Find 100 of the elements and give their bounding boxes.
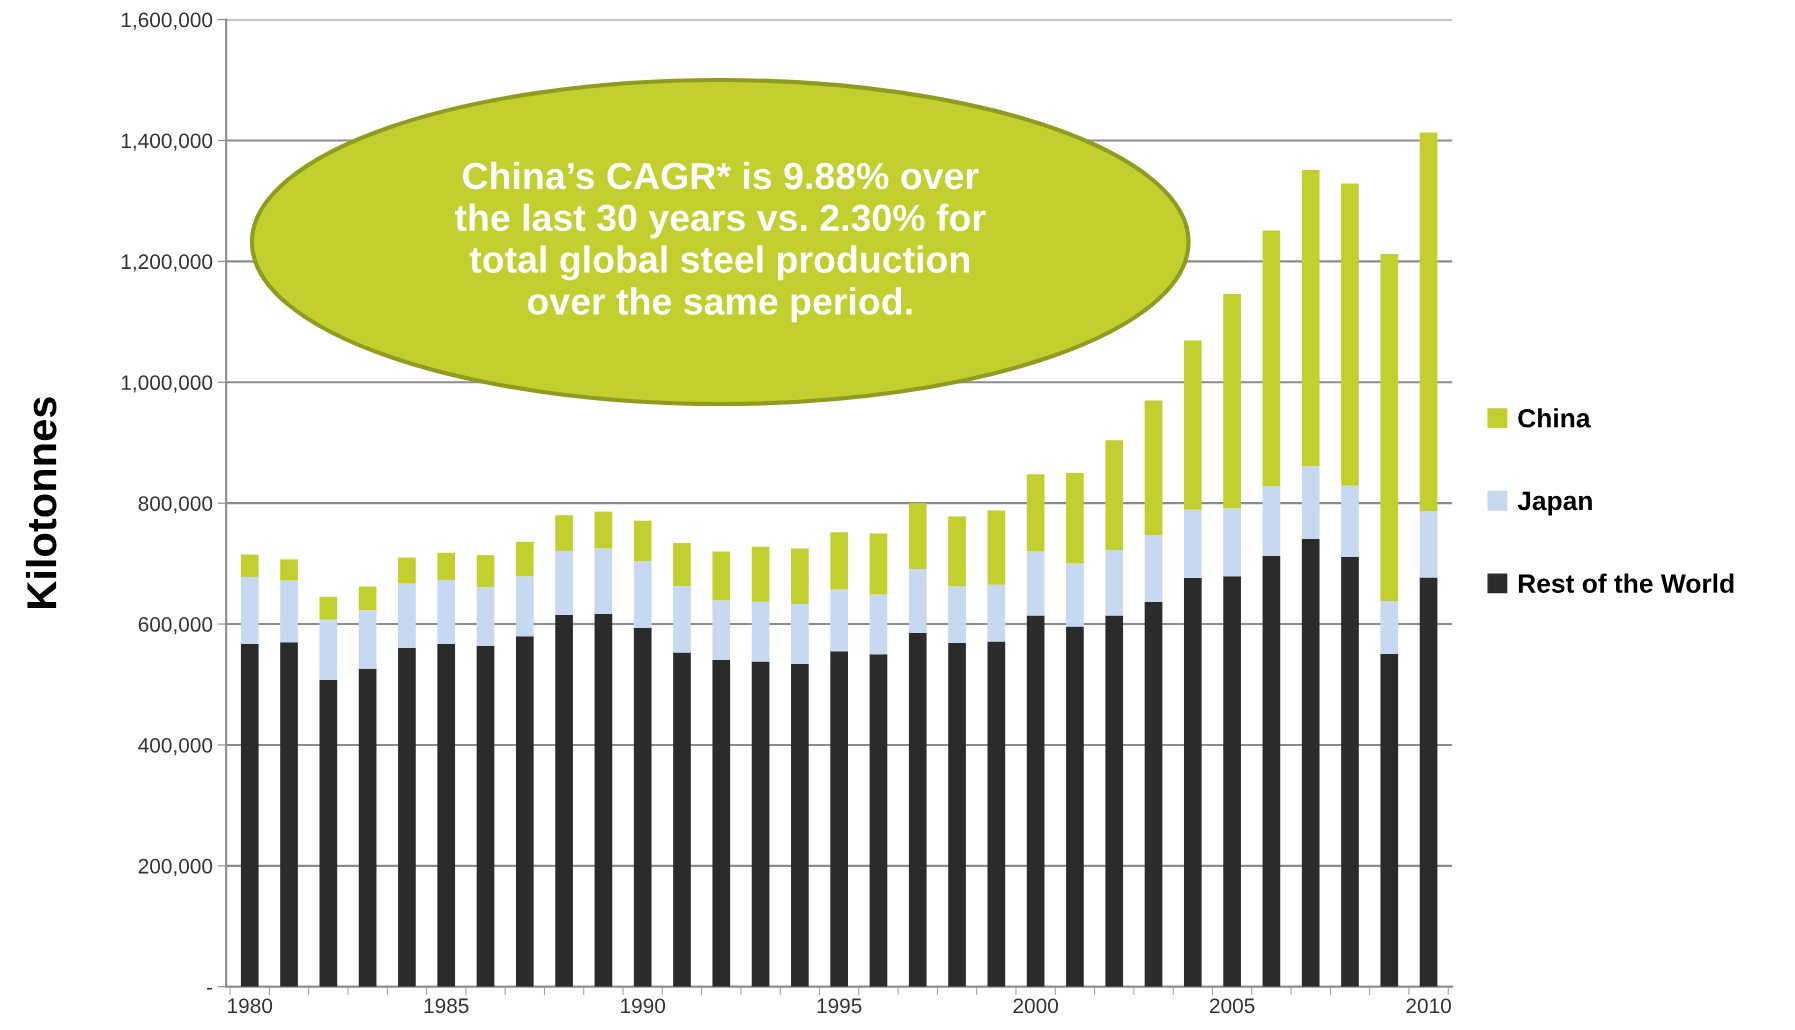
y-tick-label: 1,000,000 [121,375,213,393]
bar [712,551,731,601]
bar [869,533,888,595]
bar [1105,615,1124,987]
y-axis-title: Kilotonnes [25,397,57,608]
bar [240,554,259,577]
bar [240,576,259,644]
bar [948,516,966,587]
bar [1262,555,1281,987]
bar [515,541,534,577]
bar [1144,535,1163,602]
bar [555,614,573,987]
y-tick-label: 400,000 [138,737,213,756]
bar [1144,400,1163,536]
bar [1301,538,1320,987]
bar [908,633,927,987]
y-tick-label: 800,000 [138,496,213,514]
bar [1105,440,1124,551]
y-tick-label: 1,200,000 [121,254,213,272]
bar [987,510,1006,585]
bar [1066,626,1084,987]
bar [515,576,534,637]
bar [1026,615,1045,987]
legend-label: Rest of the World [1518,573,1734,593]
bar [476,645,495,987]
bar [555,550,573,615]
bar [633,520,652,562]
x-tick-label: 1980 [228,998,273,1014]
bar [319,679,338,987]
bar [398,647,416,987]
bar [358,668,377,987]
bar [280,642,298,987]
bar [751,661,770,987]
bar [476,555,495,588]
bar [1223,294,1241,509]
bar [869,594,888,655]
bar [1380,254,1399,602]
bar [791,604,809,664]
bar [515,636,534,987]
bar [1066,563,1084,627]
bar [673,585,691,653]
bar [594,548,613,614]
bar [1183,578,1202,987]
bar [751,546,770,602]
bar [791,663,809,987]
bar [1105,550,1124,616]
bar [280,559,298,581]
bar [1341,556,1359,987]
x-tick-label: 2010 [1406,998,1451,1014]
bar [1066,472,1084,564]
bar [1301,170,1320,467]
bar [908,569,927,634]
bar [1262,230,1281,487]
bar [1301,466,1320,539]
bar [830,532,848,590]
x-tick-label: 1990 [621,998,666,1014]
bar [830,651,848,987]
bar [358,610,377,669]
bar [1341,183,1359,486]
bar [280,580,298,643]
bar [712,600,731,660]
bar [437,644,456,987]
y-tick-label: 1,600,000 [121,12,213,30]
bar [594,613,613,987]
bar [1223,508,1241,577]
bar [830,589,848,652]
legend-label: China [1518,408,1591,428]
bar [319,619,338,680]
x-tick-label: 2000 [1013,998,1058,1014]
bar [319,596,338,620]
bar [240,644,259,987]
bar [1341,485,1359,557]
bar [987,641,1006,987]
legend-label: Japan [1517,491,1592,516]
bar [358,586,377,611]
bar [908,503,927,570]
bar [1026,551,1045,616]
bar [751,601,770,662]
bar [633,561,652,628]
y-tick-label: 1,400,000 [121,133,213,151]
bar [437,579,456,644]
bar [673,543,691,586]
x-tick-label: 1995 [817,998,862,1014]
x-tick-label: 1985 [424,998,469,1014]
bar [1026,474,1045,552]
bar [398,583,416,648]
bar [1419,132,1438,512]
bar [791,548,809,605]
bar [1262,486,1281,556]
bar [869,654,888,987]
bar [1419,577,1438,987]
bar [1144,601,1163,987]
bar [398,557,416,584]
bar [1223,576,1241,987]
bar [633,627,652,987]
y-tick-label: 200,000 [138,858,213,877]
bar [594,511,613,549]
bar [1183,509,1202,579]
x-tick-label: 2005 [1209,998,1255,1014]
bar [987,584,1006,642]
